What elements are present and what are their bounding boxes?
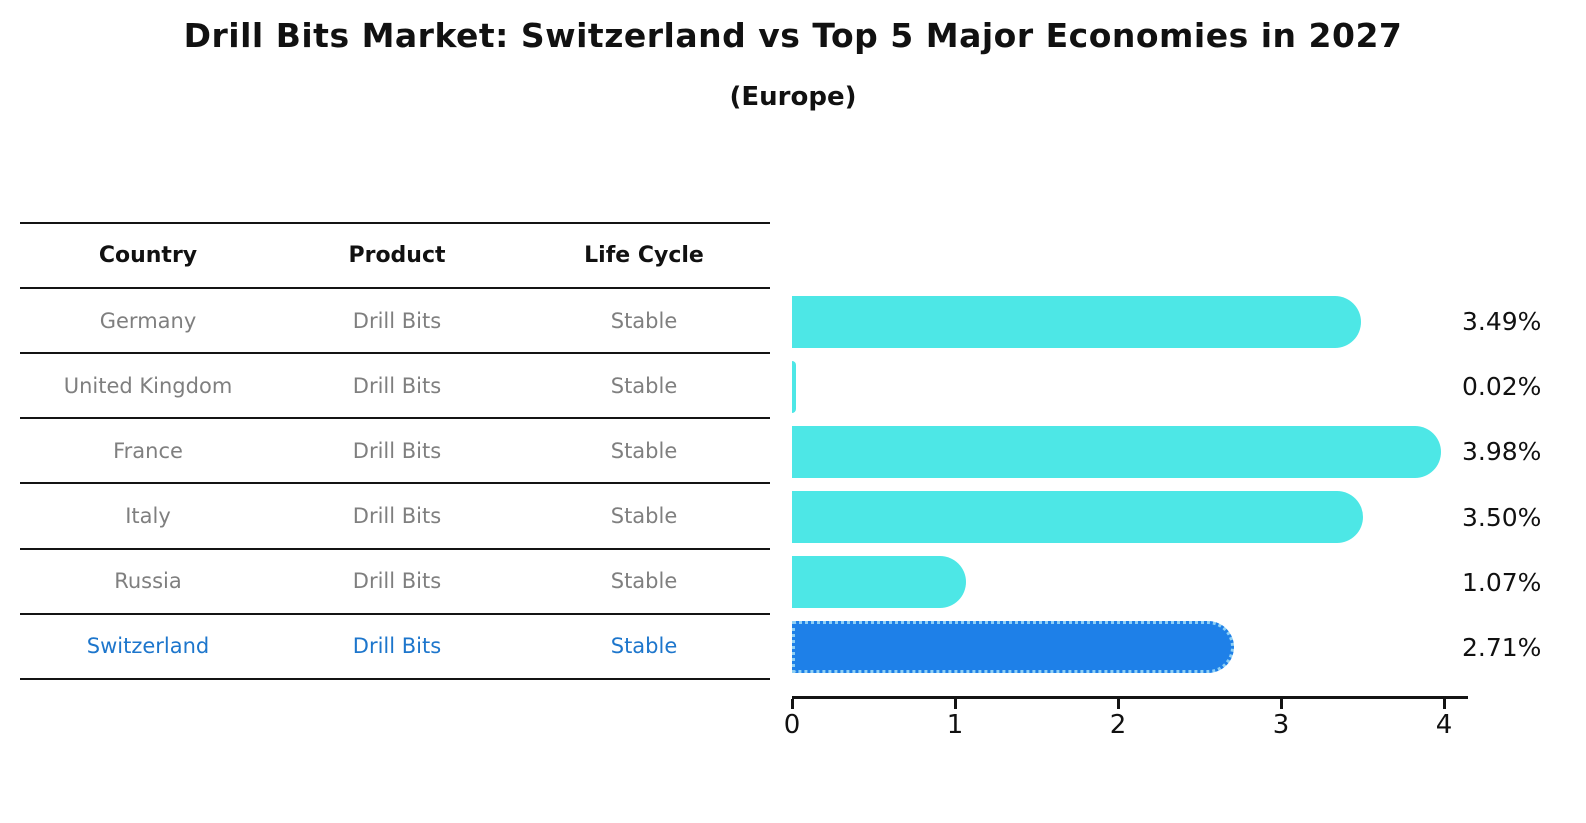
value-label-russia: 1.07%: [1462, 567, 1542, 597]
value-label-france: 3.98%: [1462, 437, 1542, 467]
table-row-switzerland: Switzerland Drill Bits Stable: [20, 615, 770, 680]
country-table: Country Product Life Cycle Germany Drill …: [20, 222, 770, 680]
table-row-italy: Italy Drill Bits Stable: [20, 484, 770, 550]
life-cycle-cell: Stable: [610, 438, 678, 463]
chart-title: Drill Bits Market: Switzerland vs Top 5 …: [183, 16, 1403, 55]
value-slot: 3.49%: [1462, 289, 1586, 354]
x-tick-mark-2: [1117, 699, 1120, 709]
x-axis-line: [792, 696, 1468, 699]
bar-italy: [792, 491, 1363, 544]
life-cycle-cell: Stable: [610, 504, 678, 529]
value-label-germany: 3.49%: [1462, 307, 1542, 337]
x-tick-mark-1: [954, 699, 957, 709]
x-tick-mark-3: [1280, 699, 1283, 709]
product-cell: Drill Bits: [352, 634, 442, 659]
value-slot: 3.50%: [1462, 484, 1586, 549]
bar-value-labels: 3.49% 0.02% 3.98% 3.50% 1.07% 2.71%: [1462, 289, 1586, 680]
country-cell: Germany: [99, 308, 197, 333]
bar-slot-russia: [792, 550, 1468, 615]
product-cell: Drill Bits: [352, 569, 442, 594]
chart-subtitle: (Europe): [729, 82, 857, 112]
value-slot: 2.71%: [1462, 615, 1586, 680]
value-slot: 1.07%: [1462, 550, 1586, 615]
bar-slot-switzerland: [792, 615, 1468, 680]
x-tick-mark-0: [791, 699, 794, 709]
value-label-italy: 3.50%: [1462, 502, 1542, 532]
x-tick-label-1: 1: [946, 710, 964, 740]
table-row-germany: Germany Drill Bits Stable: [20, 289, 770, 355]
product-cell: Drill Bits: [352, 438, 442, 463]
product-cell: Drill Bits: [352, 504, 442, 529]
table-row-france: France Drill Bits Stable: [20, 419, 770, 485]
x-axis: 0 1 2 3 4: [784, 696, 1468, 756]
x-tick-label-0: 0: [783, 710, 801, 740]
bar-slot-france: [792, 419, 1468, 484]
country-cell: United Kingdom: [63, 373, 233, 398]
value-slot: 3.98%: [1462, 419, 1586, 484]
table-row-russia: Russia Drill Bits Stable: [20, 550, 770, 615]
bar-united-kingdom: [792, 360, 796, 413]
country-cell: Switzerland: [86, 634, 210, 659]
highlight-bar-switzerland: [792, 621, 1234, 674]
table-body: Germany Drill Bits Stable United Kingdom Dri…: [20, 289, 770, 680]
bar-russia: [792, 556, 967, 609]
life-cycle-cell: Stable: [610, 373, 678, 398]
value-label-switzerland: 2.71%: [1462, 632, 1542, 662]
life-cycle-cell: Stable: [610, 569, 678, 594]
value-label-united-kingdom: 0.02%: [1462, 372, 1542, 402]
x-tick-label-4: 4: [1435, 710, 1453, 740]
life-cycle-cell: Stable: [610, 308, 678, 333]
country-cell: Italy: [125, 504, 171, 529]
bar-slot-united-kingdom: [792, 354, 1468, 419]
product-cell: Drill Bits: [352, 373, 442, 398]
bar-slot-germany: [792, 289, 1468, 354]
table-header-row: Country Product Life Cycle: [20, 224, 770, 289]
bar-france: [792, 425, 1441, 478]
bar-germany: [792, 295, 1361, 348]
column-header-country: Country: [98, 243, 198, 268]
x-tick-label-3: 3: [1272, 710, 1290, 740]
value-slot: 0.02%: [1462, 354, 1586, 419]
life-cycle-cell: Stable: [610, 634, 678, 659]
x-tick-label-2: 2: [1109, 710, 1127, 740]
bar-slot-italy: [792, 484, 1468, 549]
column-header-product: Product: [348, 243, 446, 268]
table-row-united-kingdom: United Kingdom Drill Bits Stable: [20, 354, 770, 420]
bar-plot-area: [792, 289, 1468, 680]
product-cell: Drill Bits: [352, 308, 442, 333]
column-header-life-cycle: Life Cycle: [584, 243, 704, 268]
country-cell: France: [113, 438, 183, 463]
country-cell: Russia: [114, 569, 182, 594]
x-tick-mark-4: [1443, 699, 1446, 709]
